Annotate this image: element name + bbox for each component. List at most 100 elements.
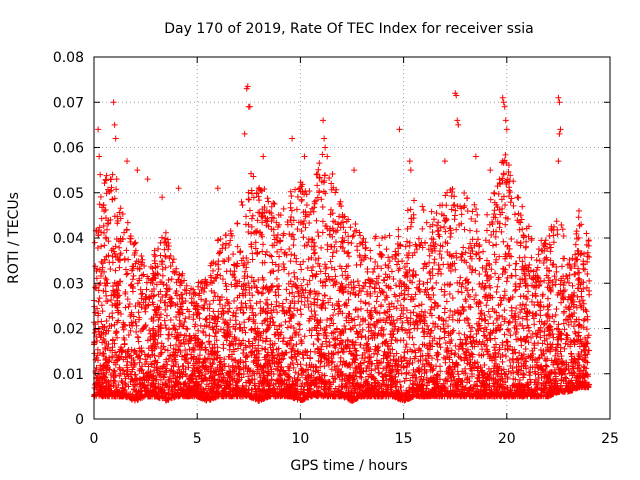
data-point [224, 299, 231, 306]
data-point [412, 303, 419, 310]
data-point [412, 291, 419, 298]
data-point [210, 308, 217, 315]
data-point [252, 245, 259, 252]
data-point [314, 194, 321, 201]
data-point [438, 255, 445, 262]
data-point [157, 376, 164, 383]
data-point [561, 345, 568, 352]
data-point [134, 280, 141, 287]
data-point [262, 251, 269, 258]
data-point [454, 368, 461, 375]
data-point [97, 272, 104, 279]
data-point [580, 317, 587, 324]
data-point [502, 151, 509, 158]
data-point [560, 282, 567, 289]
data-point [117, 278, 124, 285]
data-point [293, 206, 300, 213]
data-point [561, 279, 568, 286]
data-point [487, 196, 494, 203]
data-point [409, 359, 416, 366]
data-point [493, 289, 500, 295]
data-point [480, 248, 487, 255]
data-point [395, 226, 402, 233]
data-point [499, 265, 506, 272]
data-point [431, 304, 438, 311]
data-point [139, 290, 146, 297]
data-point [359, 355, 366, 362]
data-point [551, 369, 558, 376]
data-point [419, 203, 426, 210]
data-point [337, 354, 344, 361]
data-point [575, 265, 582, 272]
data-point [246, 196, 253, 203]
data-point [103, 292, 110, 299]
data-point [521, 254, 528, 261]
data-point [352, 220, 359, 227]
data-point [569, 255, 576, 262]
data-point [387, 285, 394, 292]
data-point [155, 245, 162, 252]
data-point [245, 316, 252, 323]
data-point [287, 258, 294, 265]
data-point [296, 326, 303, 333]
data-point [249, 256, 256, 263]
data-point [124, 296, 131, 303]
data-point [433, 279, 440, 286]
data-point [490, 189, 497, 196]
data-point [458, 250, 465, 257]
data-point [464, 207, 471, 214]
data-point [433, 340, 440, 347]
data-point [329, 170, 336, 177]
data-point [233, 379, 240, 386]
data-point [383, 246, 390, 253]
data-point [222, 232, 229, 239]
data-point [562, 370, 569, 377]
data-point [159, 272, 166, 279]
data-point [335, 348, 342, 355]
data-point [169, 259, 176, 266]
data-point [508, 236, 515, 243]
data-point [222, 280, 229, 287]
data-point [469, 208, 476, 215]
data-point [403, 341, 410, 348]
data-point [442, 228, 449, 235]
data-point [323, 332, 330, 339]
data-point [315, 233, 322, 240]
data-point [442, 192, 449, 199]
data-point [458, 289, 465, 296]
data-point [531, 321, 538, 328]
data-point [517, 302, 524, 309]
data-point [406, 329, 413, 336]
data-point [171, 269, 178, 276]
data-point [284, 324, 291, 331]
data-point [458, 211, 465, 218]
data-point [393, 261, 400, 268]
data-point [113, 186, 120, 193]
data-point [202, 316, 209, 323]
data-point [492, 270, 499, 277]
data-point [254, 325, 261, 332]
data-point [332, 273, 339, 280]
data-point [410, 341, 417, 348]
data-point [527, 267, 534, 274]
data-point [403, 375, 410, 382]
data-point [176, 343, 183, 350]
data-point [467, 303, 474, 310]
data-point [112, 267, 119, 274]
data-point [109, 353, 116, 360]
data-point [282, 318, 289, 325]
data-point [437, 344, 444, 351]
data-point [234, 220, 241, 227]
data-point [498, 196, 505, 203]
data-point [558, 221, 565, 228]
data-point [547, 244, 554, 251]
data-point [136, 266, 143, 273]
data-point [265, 198, 272, 205]
data-point [168, 358, 175, 365]
data-point [123, 247, 130, 254]
data-point [453, 254, 460, 261]
data-point [484, 211, 491, 218]
data-point [329, 351, 336, 358]
data-point [501, 331, 508, 338]
